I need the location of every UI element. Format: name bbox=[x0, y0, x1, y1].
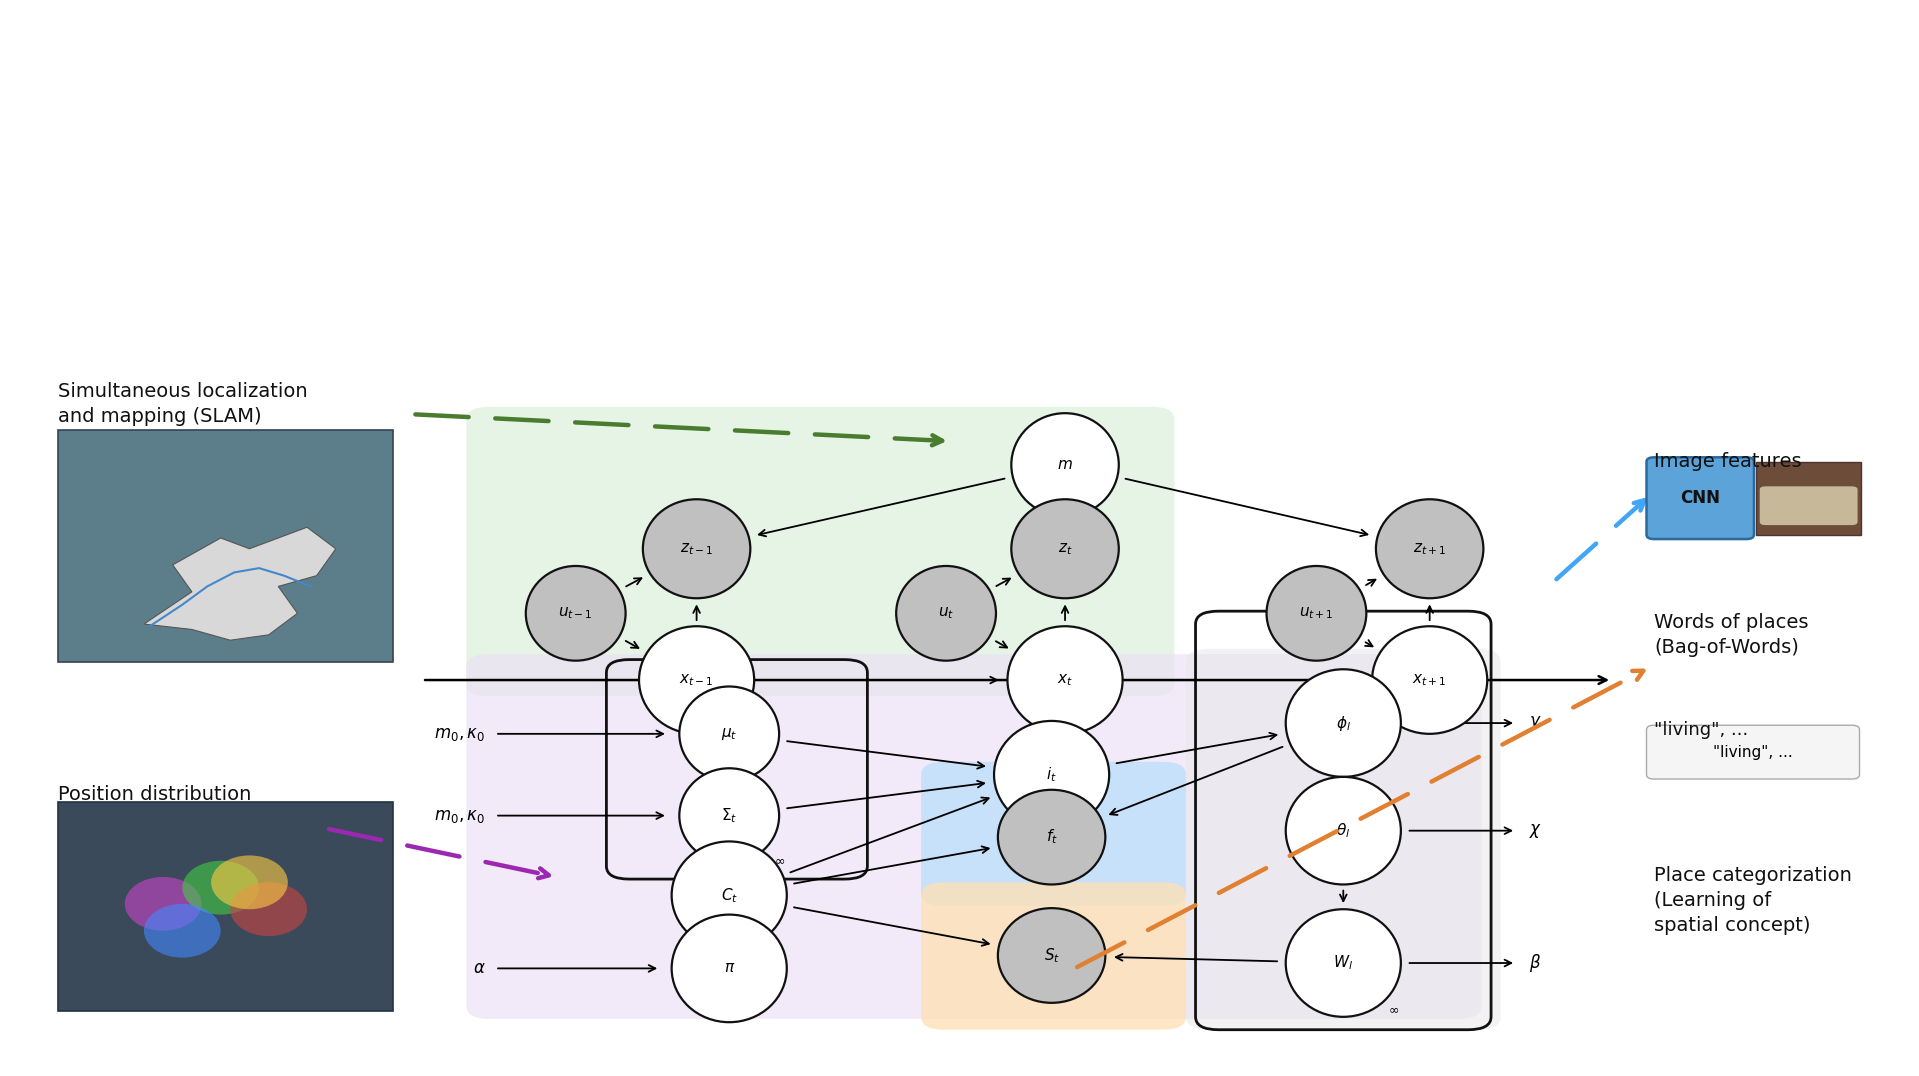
FancyBboxPatch shape bbox=[58, 430, 393, 662]
Text: Words of places
(Bag-of-Words): Words of places (Bag-of-Words) bbox=[1654, 613, 1810, 657]
Ellipse shape bbox=[679, 686, 779, 781]
FancyBboxPatch shape bbox=[466, 654, 1481, 1019]
Text: $C_t$: $C_t$ bbox=[722, 886, 737, 905]
Ellipse shape bbox=[1286, 777, 1401, 884]
Ellipse shape bbox=[125, 877, 201, 931]
Ellipse shape bbox=[1376, 499, 1483, 598]
Text: $m_0, \kappa_0$: $m_0, \kappa_0$ bbox=[434, 725, 486, 742]
FancyBboxPatch shape bbox=[466, 407, 1174, 696]
Text: Position distribution: Position distribution bbox=[58, 785, 251, 805]
Ellipse shape bbox=[998, 908, 1105, 1003]
Text: $\beta$: $\beta$ bbox=[1529, 952, 1541, 974]
Text: $m_0, \kappa_0$: $m_0, \kappa_0$ bbox=[434, 807, 486, 824]
Ellipse shape bbox=[526, 566, 626, 661]
FancyBboxPatch shape bbox=[1186, 649, 1501, 1030]
Ellipse shape bbox=[144, 904, 221, 958]
Text: $f_t$: $f_t$ bbox=[1046, 827, 1057, 847]
Text: $\gamma$: $\gamma$ bbox=[1529, 714, 1543, 732]
Text: "living", ...: "living", ... bbox=[1654, 721, 1748, 739]
Text: "living", ...: "living", ... bbox=[1714, 745, 1792, 760]
Text: $z_{t+1}$: $z_{t+1}$ bbox=[1412, 541, 1447, 556]
Text: $\pi$: $\pi$ bbox=[723, 961, 735, 976]
Text: $\chi$: $\chi$ bbox=[1529, 822, 1543, 839]
Ellipse shape bbox=[679, 768, 779, 863]
Ellipse shape bbox=[1372, 626, 1487, 734]
FancyBboxPatch shape bbox=[921, 762, 1186, 906]
Ellipse shape bbox=[1267, 566, 1366, 661]
Ellipse shape bbox=[639, 626, 754, 734]
FancyBboxPatch shape bbox=[1756, 462, 1861, 535]
Text: $m$: $m$ bbox=[1057, 457, 1073, 472]
Text: $\infty$: $\infty$ bbox=[773, 854, 785, 867]
Text: CNN: CNN bbox=[1681, 490, 1719, 507]
FancyBboxPatch shape bbox=[1760, 486, 1858, 525]
FancyBboxPatch shape bbox=[58, 802, 393, 1011]
Text: Simultaneous localization
and mapping (SLAM): Simultaneous localization and mapping (S… bbox=[58, 382, 307, 426]
Ellipse shape bbox=[1286, 909, 1401, 1017]
Text: $x_t$: $x_t$ bbox=[1057, 672, 1073, 688]
Ellipse shape bbox=[182, 861, 259, 915]
Ellipse shape bbox=[672, 915, 787, 1022]
Text: $\Sigma_t$: $\Sigma_t$ bbox=[722, 806, 737, 825]
FancyBboxPatch shape bbox=[1647, 725, 1860, 779]
Text: $u_t$: $u_t$ bbox=[938, 606, 954, 621]
Text: $u_{t-1}$: $u_{t-1}$ bbox=[558, 606, 593, 621]
Ellipse shape bbox=[643, 499, 750, 598]
Ellipse shape bbox=[896, 566, 996, 661]
Text: $z_t$: $z_t$ bbox=[1057, 541, 1073, 556]
Ellipse shape bbox=[1011, 499, 1119, 598]
Ellipse shape bbox=[1011, 413, 1119, 516]
Text: $x_{t-1}$: $x_{t-1}$ bbox=[679, 672, 714, 688]
Text: $\alpha$: $\alpha$ bbox=[472, 960, 486, 977]
Ellipse shape bbox=[1007, 626, 1123, 734]
Text: $x_{t+1}$: $x_{t+1}$ bbox=[1412, 672, 1447, 688]
Ellipse shape bbox=[1286, 669, 1401, 777]
Text: $\infty$: $\infty$ bbox=[1387, 1003, 1399, 1016]
Text: $\theta_l$: $\theta_l$ bbox=[1336, 821, 1351, 840]
Text: $u_{t+1}$: $u_{t+1}$ bbox=[1299, 606, 1334, 621]
Text: $W_l$: $W_l$ bbox=[1334, 953, 1353, 973]
Text: $S_t$: $S_t$ bbox=[1044, 946, 1059, 965]
Ellipse shape bbox=[211, 855, 288, 909]
FancyBboxPatch shape bbox=[921, 882, 1186, 1030]
Text: Image features: Image features bbox=[1654, 452, 1802, 471]
Text: $z_{t-1}$: $z_{t-1}$ bbox=[679, 541, 714, 556]
Ellipse shape bbox=[998, 790, 1105, 884]
Text: Place categorization
(Learning of
spatial concept): Place categorization (Learning of spatia… bbox=[1654, 866, 1852, 935]
Text: $\mu_t$: $\mu_t$ bbox=[722, 726, 737, 741]
Ellipse shape bbox=[994, 721, 1109, 829]
Ellipse shape bbox=[230, 882, 307, 936]
Polygon shape bbox=[144, 527, 336, 640]
FancyBboxPatch shape bbox=[1647, 457, 1754, 539]
Text: $i_t$: $i_t$ bbox=[1046, 765, 1057, 784]
Ellipse shape bbox=[672, 841, 787, 949]
Text: $\phi_l$: $\phi_l$ bbox=[1336, 713, 1351, 733]
